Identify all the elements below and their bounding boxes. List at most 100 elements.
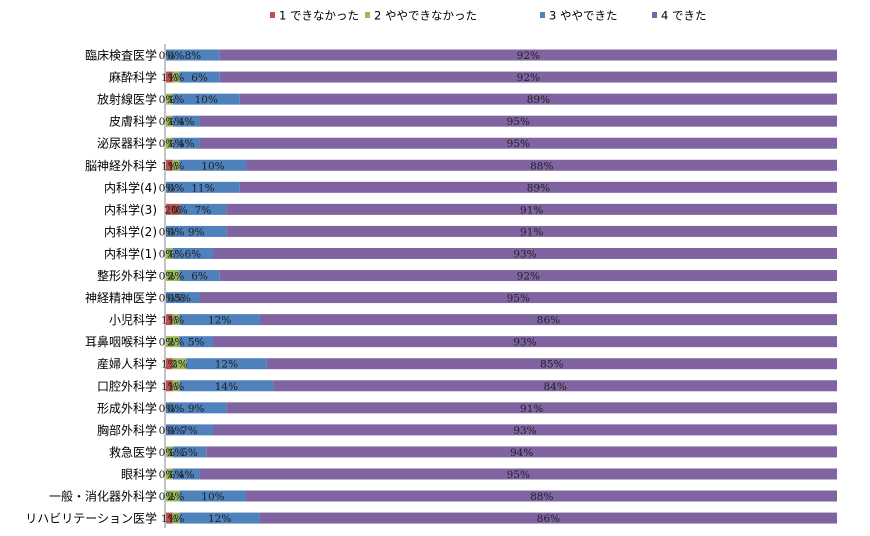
- bar-value-label: 1%: [161, 381, 178, 393]
- bar-value-label: 0%: [168, 226, 185, 238]
- bar-value-label: 1%: [168, 513, 185, 525]
- bar-segment: [179, 270, 220, 282]
- bar-value-label: 0%: [159, 469, 176, 481]
- category-label: 神経精神医学: [85, 290, 157, 305]
- bar-value-label: 2%: [168, 271, 185, 283]
- category-label: 泌尿器科学: [97, 136, 157, 151]
- bar-segment: [273, 380, 837, 392]
- bar-value-label: 1%: [168, 315, 185, 327]
- bar-segment: [166, 380, 173, 392]
- bar-segment: [172, 247, 213, 259]
- bar-segment: [166, 512, 173, 524]
- bar-segment: [226, 225, 837, 237]
- bar-segment: [199, 115, 838, 127]
- legend-swatch: [270, 12, 275, 18]
- bar-value-label: 0%: [159, 337, 176, 349]
- category-label: 一般・消化器外科学: [49, 489, 157, 504]
- bar-value-label: 95%: [507, 116, 530, 128]
- bar-value-label: 0%: [168, 50, 185, 62]
- bar-value-label: 91%: [520, 204, 543, 216]
- bar-value-label: 0%: [159, 182, 176, 194]
- bar-segment: [166, 225, 227, 237]
- bar-value-label: 0%: [159, 425, 176, 437]
- bar-segment: [179, 314, 260, 326]
- bar-segment: [246, 490, 837, 502]
- bar-segment: [166, 468, 173, 480]
- bar-value-label: 0%: [168, 182, 185, 194]
- bar-segment: [172, 93, 240, 105]
- bar-value-label: 12%: [208, 315, 231, 327]
- bar-segment: [239, 93, 837, 105]
- bar-segment: [179, 203, 227, 215]
- bar-value-label: 1%: [168, 160, 185, 172]
- bar-value-label: 94%: [510, 447, 533, 459]
- bar-value-label: 0%: [159, 94, 176, 106]
- bar-value-label: 4%: [178, 138, 195, 150]
- bar-segment: [166, 247, 173, 259]
- bar-segment: [212, 336, 838, 348]
- bar-value-label: 1%: [161, 315, 178, 327]
- bar-segment: [206, 446, 837, 458]
- bar-segment: [166, 115, 173, 127]
- category-label: 形成外科学: [97, 400, 157, 415]
- bar-segment: [172, 159, 180, 171]
- bar-value-label: 12%: [208, 513, 231, 525]
- category-label: 耳鼻咽喉科学: [85, 334, 157, 349]
- category-label: 眼科学: [121, 466, 157, 481]
- bar-value-label: 91%: [520, 226, 543, 238]
- bar-value-label: 10%: [201, 160, 224, 172]
- bar-value-label: 0%: [168, 293, 185, 305]
- bar-value-label: 1%: [168, 72, 185, 84]
- bar-value-label: 0%: [159, 50, 176, 62]
- bar-value-label: 2%: [164, 204, 181, 216]
- bar-value-label: 2%: [168, 337, 185, 349]
- bar-value-label: 7%: [181, 425, 198, 437]
- bar-value-label: 1%: [168, 248, 185, 260]
- bar-segment: [179, 159, 247, 171]
- bar-value-label: 1%: [161, 160, 178, 172]
- bar-value-label: 1%: [161, 72, 178, 84]
- bar-segment: [166, 358, 173, 370]
- bar-value-label: 5%: [188, 337, 205, 349]
- bar-value-label: 85%: [540, 359, 563, 371]
- bar-value-label: 1%: [168, 94, 185, 106]
- bar-segment: [166, 336, 180, 348]
- bar-segment: [259, 512, 837, 524]
- bar-value-label: 1%: [168, 381, 185, 393]
- bar-value-label: 0%: [159, 116, 176, 128]
- category-label: 内科学(1): [104, 246, 157, 261]
- bar-value-label: 11%: [191, 182, 214, 194]
- bar-segment: [166, 314, 173, 326]
- bar-value-label: 93%: [513, 337, 536, 349]
- bar-value-label: 2%: [168, 491, 185, 503]
- bar-value-label: 10%: [201, 491, 224, 503]
- bar-segment: [172, 380, 180, 392]
- legend-label: 4 できた: [661, 9, 706, 23]
- bar-value-label: 9%: [188, 226, 205, 238]
- bar-value-label: 93%: [513, 425, 536, 437]
- bar-segment: [179, 336, 213, 348]
- bar-value-label: 89%: [527, 94, 550, 106]
- bar-segment: [239, 181, 837, 193]
- bar-value-label: 86%: [537, 513, 560, 525]
- bar-segment: [186, 358, 267, 370]
- bar-value-label: 9%: [188, 403, 205, 415]
- category-label: 整形外科学: [97, 268, 157, 283]
- bar-segment: [199, 468, 838, 480]
- bar-value-label: 92%: [517, 72, 540, 84]
- category-label: リハビリテーション医学: [25, 511, 157, 526]
- bar-value-label: 0%: [168, 403, 185, 415]
- bar-segment: [212, 247, 838, 259]
- bar-value-label: 10%: [195, 94, 218, 106]
- bar-value-label: 84%: [544, 381, 567, 393]
- bar-value-label: 88%: [530, 491, 553, 503]
- bar-segment: [179, 490, 247, 502]
- bar-value-label: 0%: [159, 138, 176, 150]
- bar-segment: [172, 358, 187, 370]
- category-label: 救急医学: [109, 444, 157, 459]
- bar-value-label: 0%: [159, 491, 176, 503]
- bar-value-label: 7%: [195, 204, 212, 216]
- bar-segment: [219, 49, 837, 61]
